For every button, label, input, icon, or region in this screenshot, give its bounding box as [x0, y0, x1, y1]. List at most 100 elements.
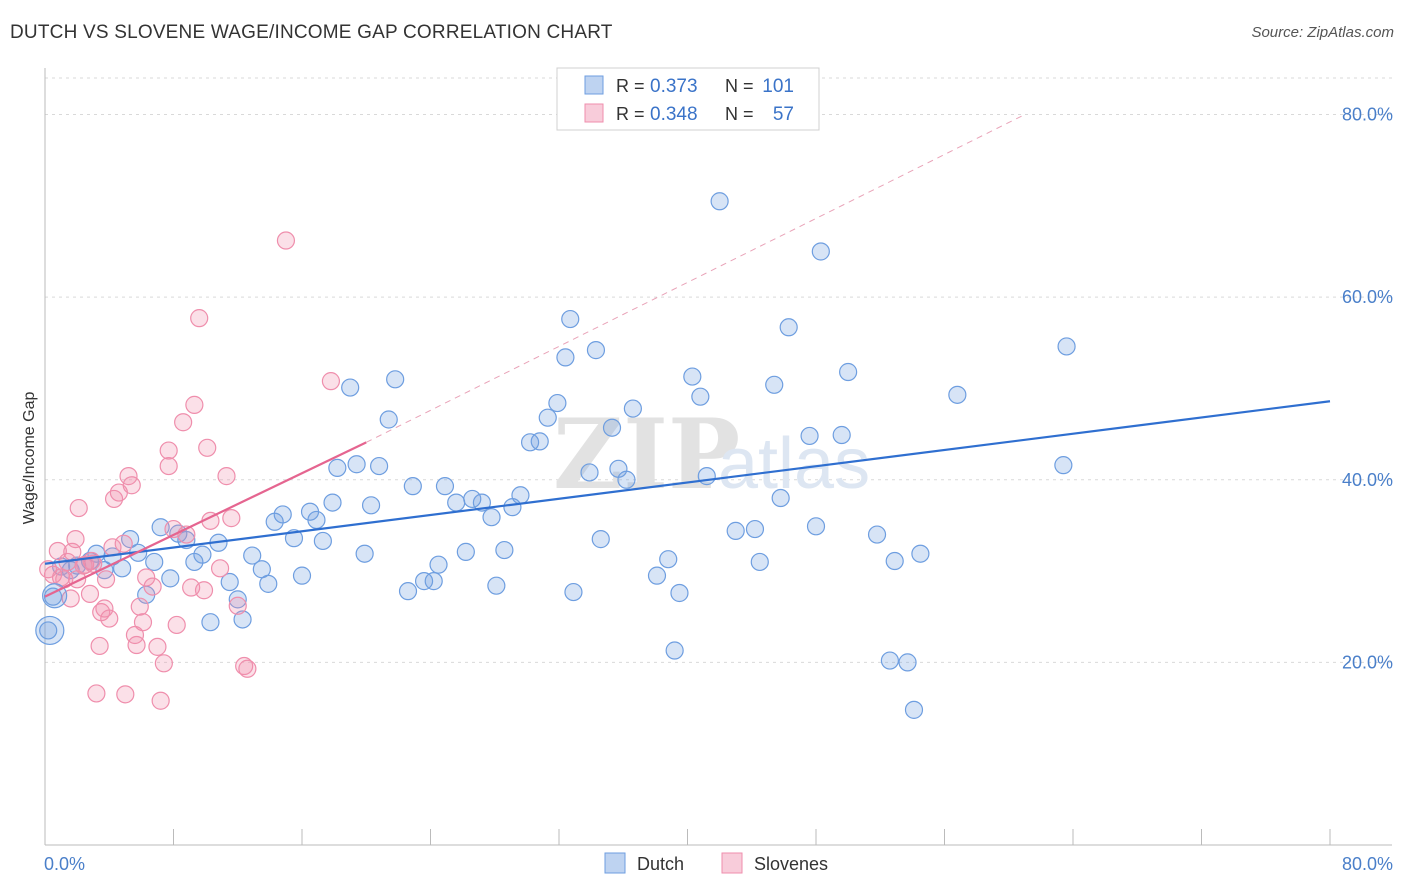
dutch-point: [347, 455, 366, 474]
slovene-swatch: [584, 103, 604, 123]
dutch-point: [779, 318, 798, 337]
dutch-point: [43, 587, 63, 606]
slovene-point: [39, 560, 58, 579]
dutch-point: [710, 192, 729, 211]
dutch-point: [447, 493, 466, 512]
dutch-point: [472, 493, 491, 512]
dutch-point: [341, 378, 360, 397]
dutch-point: [538, 408, 557, 427]
slovene-point: [84, 554, 103, 573]
dutch-point: [617, 470, 636, 489]
dutch-point: [201, 613, 220, 632]
slovene-point: [90, 636, 109, 656]
slovene-trendline: [44, 441, 367, 598]
dutch-point: [414, 572, 434, 591]
dutch-point: [880, 651, 899, 670]
dutch-point: [697, 467, 716, 486]
r-value: 0.373: [650, 76, 698, 97]
dutch-point: [602, 418, 622, 437]
dutch-point: [313, 531, 332, 551]
r-value: 0.348: [650, 104, 698, 125]
dutch-point: [386, 370, 405, 389]
dutch-point: [832, 425, 851, 445]
slovene-point: [114, 534, 133, 553]
tick-labels: 20.0% 40.0% 60.0% 80.0% 0.0% 80.0%: [44, 105, 1393, 874]
slovene-point: [127, 635, 146, 655]
slovene-point: [130, 597, 149, 616]
dutch-swatch: [584, 75, 604, 95]
dutch-point: [370, 456, 389, 476]
dutch-point: [904, 700, 924, 719]
slovene-point: [198, 438, 217, 457]
slovene-point: [235, 656, 254, 676]
trend-layer: [44, 114, 1331, 598]
watermark-atlas: atlas: [718, 424, 870, 504]
dutch-point: [659, 550, 678, 569]
dutch-point: [429, 555, 448, 574]
dutch-point: [1054, 456, 1073, 475]
slovene-point: [276, 231, 296, 250]
dutch-point: [328, 458, 347, 477]
watermark-zip: ZIP: [553, 398, 740, 511]
grid-layer: [45, 77, 1392, 663]
dutch-point: [948, 385, 967, 404]
dutch-point: [561, 309, 580, 329]
slovene-point: [222, 509, 241, 528]
dutch-point: [911, 544, 930, 563]
chart-title: DUTCH VS SLOVENE WAGE/INCOME GAP CORRELA…: [10, 22, 613, 43]
slovene-point: [143, 577, 162, 596]
legend-swatch-dutch: [604, 852, 626, 874]
dutch-point: [520, 433, 540, 452]
axes: [44, 68, 1392, 846]
slovene-point: [80, 584, 100, 603]
source-credit: Source: ZipAtlas.com: [1251, 24, 1394, 41]
dutch-point: [435, 477, 455, 496]
dutch-point: [233, 610, 252, 629]
dutch-point: [691, 387, 710, 406]
dutch-point: [839, 362, 858, 382]
dutch-point: [765, 375, 784, 394]
stats-legend: R = 0.373 N = 101 R = 0.348 N = 57: [556, 67, 820, 131]
slovene-point: [95, 599, 114, 618]
dutch-point: [665, 641, 684, 660]
dutch-point: [487, 576, 506, 595]
slovene-point: [185, 395, 204, 414]
n-label: N =: [725, 76, 754, 96]
n-value: 57: [773, 104, 794, 125]
slovene-point: [228, 596, 247, 615]
slovene-point: [122, 476, 141, 495]
slovene-trendline-extension: [366, 114, 1026, 443]
stats-legend-box: [556, 67, 820, 131]
slovene-point: [174, 413, 193, 432]
slovene-point: [159, 456, 178, 476]
y-tick-label: 60.0%: [1342, 287, 1393, 307]
slovene-point: [137, 568, 156, 587]
dutch-point: [745, 519, 765, 539]
slovene-point: [66, 530, 85, 549]
slovene-point: [116, 685, 135, 704]
legend-label-dutch: Dutch: [637, 854, 684, 874]
n-value: 101: [762, 76, 794, 97]
dutch-point: [898, 653, 917, 672]
dutch-point: [495, 540, 514, 560]
dutch-point: [403, 477, 422, 496]
legend-label-slovenes: Slovenes: [754, 854, 828, 874]
dutch-point: [259, 574, 278, 593]
slovene-point: [148, 637, 167, 656]
series-legend: Dutch Slovenes: [604, 852, 828, 874]
dutch-point: [556, 348, 575, 367]
dutch-point: [867, 525, 887, 544]
dutch-point: [726, 521, 745, 540]
dutch-point: [463, 489, 482, 509]
legend-swatch-slovenes: [721, 852, 743, 874]
slovene-point: [154, 654, 173, 673]
dutch-point: [564, 582, 583, 602]
dutch-point: [355, 544, 374, 563]
dutch-point: [580, 463, 599, 482]
slovene-point: [167, 615, 186, 635]
dutch-point: [398, 582, 418, 601]
dutch-point: [228, 590, 247, 609]
dutch-point: [145, 552, 164, 572]
